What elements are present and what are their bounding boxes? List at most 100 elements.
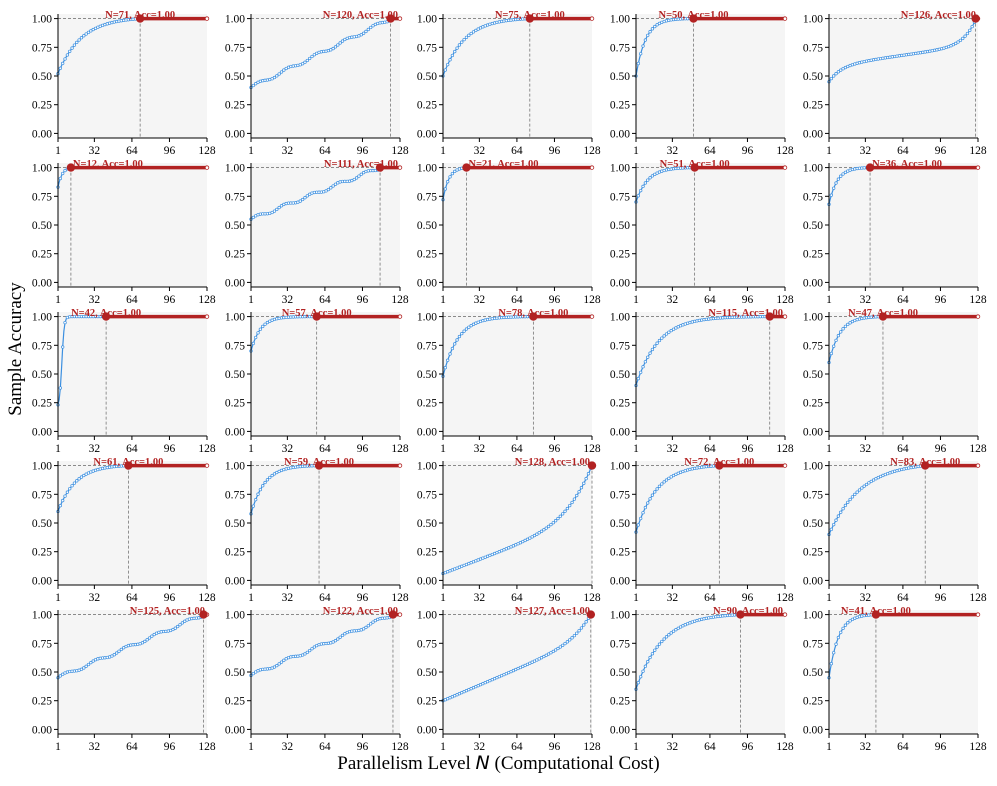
y-tick-label: 1.00 bbox=[417, 461, 437, 473]
y-tick-label: 0.00 bbox=[610, 575, 630, 587]
accuracy-point bbox=[258, 487, 263, 492]
x-tick-label: 64 bbox=[319, 294, 331, 306]
accuracy-point bbox=[474, 28, 478, 33]
accuracy-point bbox=[65, 53, 70, 57]
accuracy-point bbox=[340, 633, 345, 638]
y-tick-label: 0.25 bbox=[610, 398, 630, 410]
accuracy-point bbox=[553, 519, 558, 523]
accuracy-point bbox=[839, 630, 843, 635]
accuracy-point bbox=[648, 351, 652, 355]
accuracy-point bbox=[300, 197, 305, 202]
global-x-axis-label: Parallelism Level N (Computational Cost) bbox=[0, 752, 997, 775]
x-tick-label: 128 bbox=[776, 592, 794, 604]
accuracy-point bbox=[366, 27, 370, 32]
accuracy-point bbox=[841, 172, 845, 176]
y-tick-label: 0.25 bbox=[32, 547, 52, 559]
y-tick-label: 0.00 bbox=[417, 277, 437, 289]
accuracy-point bbox=[143, 639, 147, 644]
accuracy-point bbox=[662, 480, 666, 484]
x-tick-label: 64 bbox=[704, 294, 716, 306]
saturated-end-point bbox=[782, 165, 788, 170]
accuracy-point bbox=[277, 662, 281, 666]
subplot: 0.00 0.25 0.50 0.75 1.00 1 32 64 96 128 N=126, Acc… bbox=[803, 10, 987, 157]
saturated-end-point bbox=[782, 463, 788, 468]
y-tick-label: 0.00 bbox=[803, 426, 823, 438]
y-tick-label: 1.00 bbox=[417, 610, 437, 622]
saturated-end-point bbox=[204, 463, 210, 468]
accuracy-point bbox=[549, 651, 553, 655]
x-tick-label: 128 bbox=[583, 294, 601, 306]
accuracy-point bbox=[265, 478, 270, 482]
x-tick-label: 1 bbox=[55, 443, 61, 455]
accuracy-point bbox=[462, 37, 466, 42]
accuracy-point bbox=[641, 511, 645, 515]
saturated-end-point bbox=[397, 463, 403, 468]
annotation-label: N=61, Acc=1.00 bbox=[93, 457, 163, 468]
y-tick-label: 0.75 bbox=[225, 42, 245, 54]
accuracy-point bbox=[636, 61, 640, 66]
accuracy-point bbox=[354, 176, 359, 180]
saturation-marker bbox=[312, 312, 321, 321]
accuracy-point bbox=[584, 620, 588, 624]
accuracy-point bbox=[117, 649, 121, 653]
accuracy-point bbox=[305, 650, 309, 655]
accuracy-point bbox=[653, 490, 657, 494]
subplot: 0.00 0.25 0.50 0.75 1.00 1 32 64 96 128 N=75, Acc=… bbox=[417, 10, 601, 157]
accuracy-point bbox=[357, 174, 361, 178]
x-tick-label: 128 bbox=[583, 145, 601, 157]
y-tick-label: 0.50 bbox=[803, 369, 823, 381]
x-tick-label: 64 bbox=[897, 443, 909, 455]
x-tick-label: 1 bbox=[826, 592, 832, 604]
x-tick-label: 64 bbox=[897, 592, 909, 604]
accuracy-point bbox=[832, 651, 836, 655]
y-tick-label: 0.00 bbox=[32, 426, 52, 438]
accuracy-point bbox=[443, 68, 447, 72]
saturated-end-point bbox=[782, 612, 788, 617]
accuracy-point bbox=[829, 76, 833, 81]
accuracy-point bbox=[832, 186, 836, 190]
y-tick-label: 1.00 bbox=[32, 14, 52, 26]
y-tick-label: 0.50 bbox=[225, 71, 245, 83]
saturation-marker bbox=[529, 312, 538, 321]
x-tick-label: 128 bbox=[776, 741, 794, 753]
plot-area bbox=[636, 461, 785, 585]
plot-area bbox=[443, 14, 592, 138]
x-tick-label: 32 bbox=[474, 741, 486, 753]
accuracy-point bbox=[643, 181, 648, 185]
saturation-marker bbox=[736, 610, 745, 619]
x-tick-label: 1 bbox=[55, 592, 61, 604]
y-tick-label: 0.75 bbox=[417, 340, 437, 352]
y-tick-label: 0.00 bbox=[225, 128, 245, 140]
accuracy-point bbox=[958, 38, 963, 43]
accuracy-point bbox=[832, 74, 836, 78]
accuracy-point bbox=[443, 366, 447, 370]
y-tick-label: 0.00 bbox=[417, 575, 437, 587]
accuracy-point bbox=[464, 35, 469, 40]
accuracy-point bbox=[140, 641, 145, 645]
saturation-marker bbox=[715, 461, 724, 470]
accuracy-point bbox=[639, 188, 643, 193]
y-tick-label: 0.00 bbox=[32, 277, 52, 289]
accuracy-point bbox=[636, 681, 640, 685]
accuracy-point bbox=[272, 472, 277, 476]
plot-area bbox=[829, 312, 978, 436]
x-tick-label: 96 bbox=[935, 741, 947, 753]
accuracy-point bbox=[448, 175, 452, 179]
accuracy-point bbox=[263, 480, 267, 485]
saturated-end-point bbox=[589, 314, 595, 319]
x-tick-label: 96 bbox=[935, 294, 947, 306]
accuracy-point bbox=[556, 646, 560, 651]
x-tick-label: 64 bbox=[511, 443, 523, 455]
accuracy-point bbox=[453, 49, 457, 54]
x-tick-label: 96 bbox=[357, 592, 369, 604]
saturation-marker bbox=[971, 14, 980, 23]
accuracy-point bbox=[352, 177, 356, 182]
y-tick-label: 0.50 bbox=[417, 369, 437, 381]
y-tick-label: 1.00 bbox=[610, 610, 630, 622]
accuracy-point bbox=[650, 27, 655, 31]
accuracy-point bbox=[558, 645, 562, 649]
accuracy-point bbox=[79, 667, 84, 671]
x-tick-label: 32 bbox=[474, 294, 486, 306]
accuracy-point bbox=[834, 518, 838, 522]
